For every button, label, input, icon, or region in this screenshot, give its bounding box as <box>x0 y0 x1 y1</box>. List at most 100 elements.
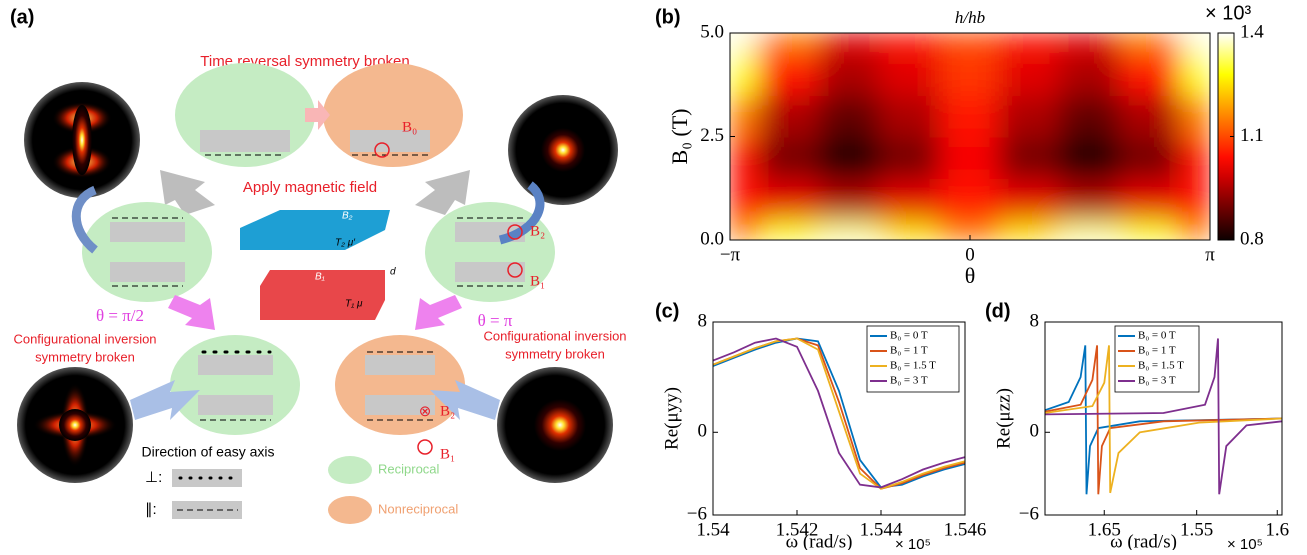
mode-glow <box>541 128 585 172</box>
field-label: B₂ <box>530 223 545 239</box>
x-tick-label: 1.546 <box>944 519 987 540</box>
colorbar-tick-label: 1.4 <box>1240 21 1264 42</box>
axis-scale: × 10⁵ <box>1227 536 1263 550</box>
y-tick-label: 0 <box>1030 421 1040 442</box>
y-tick-label: 8 <box>698 310 708 331</box>
annotation: Configurational inversion <box>13 331 156 346</box>
heatmap-cell <box>819 32 881 55</box>
heatmap-cells <box>729 32 1211 241</box>
heatmap-cell <box>1119 32 1181 55</box>
heatmap-cell <box>999 32 1061 55</box>
heatmap-cell <box>1179 218 1211 241</box>
x-tick-label: 1.55 <box>1180 519 1213 540</box>
mode-glow <box>59 409 91 441</box>
legend-label: B₀ = 1 T <box>1138 345 1176 357</box>
panel-label: (b) <box>655 6 681 28</box>
x-tick-label: π <box>1205 244 1215 265</box>
chart-title: h/hb <box>955 8 985 27</box>
panel-label: (c) <box>655 300 679 322</box>
panel-label: (a) <box>10 6 34 28</box>
colorbar-tick-label: 1.1 <box>1240 125 1264 146</box>
field-symbol: ⊗ <box>419 403 432 420</box>
panel-label: (d) <box>985 300 1011 322</box>
axis-scale: × 10⁵ <box>895 536 931 550</box>
reciprocal-state <box>82 202 212 302</box>
heatmap-cell <box>819 136 881 179</box>
heatmap-cell <box>759 94 821 137</box>
heatmap-cell <box>999 177 1061 220</box>
heatmap-cell <box>1059 177 1121 220</box>
heatmap-cell <box>819 94 881 137</box>
heatmap-cell <box>999 94 1061 137</box>
y-tick-label: 0.0 <box>700 228 724 249</box>
device <box>200 130 430 152</box>
heatmap-cell <box>729 218 761 241</box>
angle-label: θ = π/2 <box>96 306 144 325</box>
heatmap-cell <box>1179 53 1211 96</box>
heatmap <box>729 32 1211 241</box>
field-symbol <box>418 440 432 454</box>
heatmap-cell <box>819 177 881 220</box>
heatmap-cell <box>939 136 1001 179</box>
heatmap-cell <box>999 53 1061 96</box>
y-tick-label: −6 <box>1019 503 1039 524</box>
x-tick-label: 1.6 <box>1265 519 1289 540</box>
heatmap-cell <box>1059 218 1121 241</box>
heatmap-cell <box>759 53 821 96</box>
legend-label: B₀ = 0 T <box>1138 330 1176 342</box>
heatmap-cell <box>819 53 881 96</box>
slab-label: B₁ <box>315 272 325 283</box>
heatmap-cell <box>1119 177 1181 220</box>
heatmap-cell <box>1059 53 1121 96</box>
x-axis-label: θ <box>965 263 976 288</box>
legend-label: B₀ = 1.5 T <box>1138 360 1184 372</box>
angle-label: θ = π <box>478 311 513 330</box>
heatmap-cell <box>1179 177 1211 220</box>
heatmap-cell <box>729 32 761 55</box>
annotation: Apply magnetic field <box>243 179 377 196</box>
legend-label: Reciprocal <box>378 461 440 476</box>
annotation: symmetry broken <box>35 349 135 364</box>
legend-label: ∥: <box>145 501 157 518</box>
heatmap-cell <box>1179 32 1211 55</box>
heatmap-cell <box>759 177 821 220</box>
heatmap-cell <box>879 177 941 220</box>
colorbar-scale: × 10³ <box>1205 2 1251 24</box>
legend-title: Direction of easy axis <box>141 444 274 460</box>
field-label: B₁ <box>530 273 545 289</box>
heatmap-cell <box>729 136 761 179</box>
legend-label: ⊥: <box>145 469 162 486</box>
heatmap-cell <box>939 32 1001 55</box>
arrow <box>415 295 462 330</box>
heatmap-cell <box>1059 32 1121 55</box>
y-axis-label: Re(μzz) <box>993 388 1014 449</box>
y-axis-label: B₀ (T) <box>667 109 692 165</box>
heatmap-cell <box>939 177 1001 220</box>
y-tick-label: 0 <box>698 421 708 442</box>
y-tick-label: 8 <box>1030 310 1040 331</box>
heatmap-cell <box>1059 136 1121 179</box>
heatmap-cell <box>939 94 1001 137</box>
heatmap-cell <box>1119 218 1181 241</box>
y-axis-label: Re(μyy) <box>661 387 682 450</box>
heatmap-cell <box>1119 94 1181 137</box>
slab-label: T₂ μ′ <box>335 238 356 249</box>
legend-label: B₀ = 3 T <box>890 375 928 387</box>
heatmap-cell <box>729 53 761 96</box>
heatmap-cell <box>1179 136 1211 179</box>
annotation: symmetry broken <box>505 346 605 361</box>
x-axis-label: ω (rad/s) <box>1110 531 1177 550</box>
heatmap-cell <box>879 94 941 137</box>
field-label: B₂ <box>440 403 455 419</box>
slab-label: d <box>390 267 396 278</box>
slab-label: B₂ <box>342 211 353 222</box>
heatmap-cell <box>759 136 821 179</box>
heatmap-cell <box>1119 136 1181 179</box>
field-label: B₁ <box>440 446 455 462</box>
heatmap-cell <box>1059 94 1121 137</box>
figure: (a) Time reversal symmetry broken B₀ App… <box>0 0 1307 550</box>
legend-label: B₀ = 1.5 T <box>890 360 936 372</box>
field-label: B₀ <box>402 119 417 135</box>
legend-swatch <box>328 456 372 484</box>
heatmap-cell <box>759 218 821 241</box>
